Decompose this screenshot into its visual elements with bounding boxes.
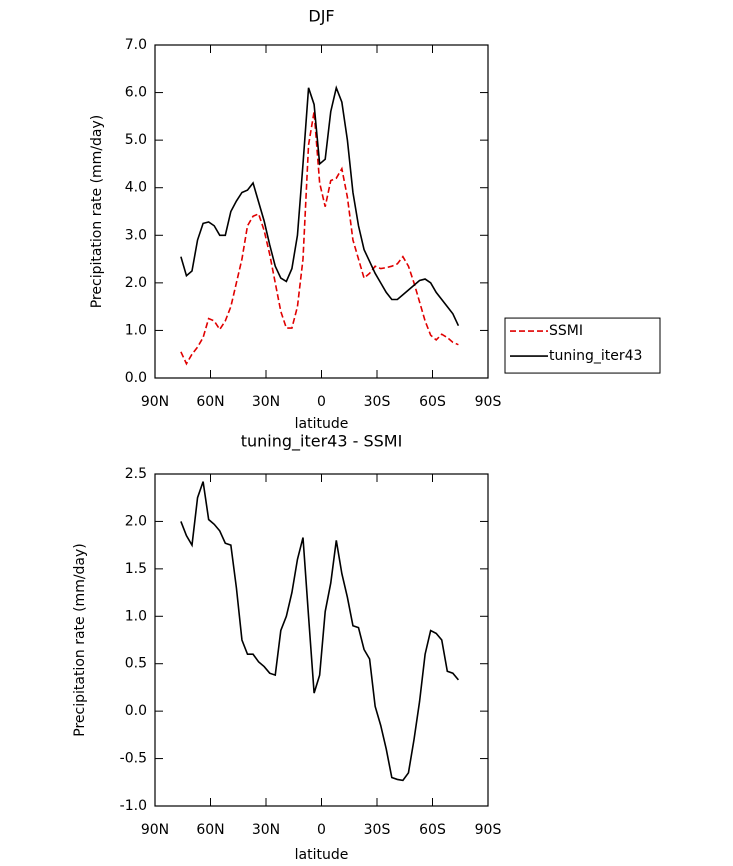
y-tick-label: 2.0 bbox=[125, 513, 147, 529]
chart-title: tuning_iter43 - SSMI bbox=[241, 432, 403, 452]
x-tick-label: 30S bbox=[364, 394, 391, 410]
x-tick-label: 60S bbox=[419, 822, 446, 838]
y-tick-label: 2.0 bbox=[125, 275, 147, 291]
legend-box bbox=[504, 317, 661, 374]
chart-title: DJF bbox=[308, 7, 334, 26]
y-tick-label: 2.5 bbox=[125, 466, 147, 482]
y-tick-label: -0.5 bbox=[120, 751, 147, 767]
data-line bbox=[180, 481, 460, 782]
y-tick-label: 0.0 bbox=[125, 703, 147, 719]
x-axis-title: latitude bbox=[295, 416, 349, 432]
x-tick-label: 90N bbox=[141, 394, 169, 410]
x-tick-label: 0 bbox=[317, 822, 326, 838]
x-tick-label: 90S bbox=[475, 394, 502, 410]
y-axis-title: Precipitation rate (mm/day) bbox=[72, 543, 88, 737]
plot-frame bbox=[154, 44, 489, 379]
y-tick-label: 0.5 bbox=[125, 656, 147, 672]
x-tick-label: 0 bbox=[317, 394, 326, 410]
y-tick-label: 1.0 bbox=[125, 322, 147, 338]
x-tick-label: 90S bbox=[475, 822, 502, 838]
y-tick-label: 0.0 bbox=[125, 370, 147, 386]
y-tick-label: 4.0 bbox=[125, 180, 147, 196]
y-tick-label: 7.0 bbox=[125, 37, 147, 53]
x-tick-label: 30N bbox=[252, 822, 280, 838]
y-tick-label: 1.0 bbox=[125, 608, 147, 624]
x-axis-title: latitude bbox=[295, 847, 349, 863]
x-tick-label: 30S bbox=[364, 822, 391, 838]
x-tick-label: 90N bbox=[141, 822, 169, 838]
data-line bbox=[180, 85, 460, 327]
legend-label: SSMI bbox=[549, 323, 583, 339]
x-tick-label: 60N bbox=[196, 822, 224, 838]
plot-frame bbox=[154, 473, 489, 807]
y-tick-label: 5.0 bbox=[125, 132, 147, 148]
legend-label: tuning_iter43 bbox=[549, 348, 642, 364]
y-axis-title: Precipitation rate (mm/day) bbox=[89, 115, 105, 309]
y-tick-label: 3.0 bbox=[125, 227, 147, 243]
data-line bbox=[180, 111, 459, 366]
y-tick-label: -1.0 bbox=[120, 798, 147, 814]
y-tick-label: 1.5 bbox=[125, 561, 147, 577]
x-tick-label: 60S bbox=[419, 394, 446, 410]
x-tick-label: 30N bbox=[252, 394, 280, 410]
y-tick-label: 6.0 bbox=[125, 85, 147, 101]
x-tick-label: 60N bbox=[196, 394, 224, 410]
